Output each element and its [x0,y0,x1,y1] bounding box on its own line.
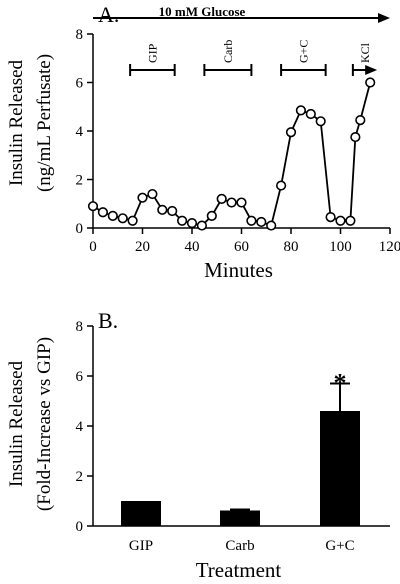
data-point [350,131,361,143]
bar-g-c [320,411,360,526]
treatment-label: G+C [296,40,310,63]
panel-label-a: A. [98,2,119,27]
data-point [226,197,237,208]
data-point [127,215,138,226]
data-point [137,192,148,203]
x-tick-label-a: 0 [89,239,97,255]
bar-gip [121,501,161,526]
data-point [157,204,168,215]
data-point [177,215,188,226]
x-axis-label-b: Treatment [196,558,282,582]
data-point [365,77,376,88]
bar-carb [220,510,260,526]
glucose-arrow-head [378,13,390,23]
data-point [256,216,267,228]
treatment-bar-kcl-arrowhead [365,65,378,75]
y-tick-label-a: 6 [76,76,84,92]
x-tick-label-a: 80 [284,239,299,255]
panel-b-bar-chart: 0 2 4 6 8 GIP Carb * G+C Treatment Insulin Release… [6,308,390,582]
y-axis-label-a: Insulin Released [6,59,27,186]
y-axis-label-b-units: (Fold-Increase vs GIP) [34,337,55,511]
x-tick-label-b: Carb [225,538,254,554]
x-tick-label-b: GIP [129,538,153,554]
x-tick-label-a: 20 [135,239,150,255]
data-point [236,197,247,208]
data-point [206,210,217,221]
data-point [295,105,307,116]
x-tick-label-a: 60 [234,239,249,255]
data-point [147,188,158,200]
x-tick-label-a: 40 [185,239,200,255]
y-tick-label-b: 2 [76,469,84,485]
y-tick-label-b: 4 [76,419,84,435]
x-tick-label-a: 100 [329,239,352,255]
y-tick-label-b: 0 [76,519,84,535]
data-point [87,201,99,212]
data-point [107,210,118,221]
data-point [196,220,207,231]
x-axis-label-a: Minutes [204,258,273,282]
data-point [355,114,366,126]
data-point [285,127,297,138]
x-tick-label-b: G+C [325,538,354,554]
panel-label-b: B. [98,308,118,333]
x-tick-label-a: 120 [379,239,400,255]
y-tick-label-a: 4 [76,124,84,140]
data-point [315,116,326,127]
y-axis-label-a-units: (ng/mL Perfusate) [34,54,55,192]
data-point [266,220,277,231]
data-point [276,180,287,191]
data-point [97,207,108,218]
y-tick-label-b: 8 [76,319,84,335]
data-point [335,215,346,226]
data-point [167,205,178,217]
y-tick-label-b: 6 [76,369,84,385]
y-tick-label-a: 8 [76,27,84,43]
data-point [345,215,356,226]
data-point [325,211,336,223]
data-point [186,218,198,229]
glucose-label: 10 mM Glucose [159,4,246,19]
y-tick-label-a: 2 [76,173,84,189]
data-point [305,108,316,120]
treatment-label: Carb [221,40,235,63]
data-point [216,193,227,204]
y-tick-label-a: 0 [76,221,84,237]
data-point [117,213,128,224]
treatment-label: GIP [145,43,159,63]
data-point [246,215,257,226]
treatment-label: KCl [358,42,372,63]
y-axis-label-b: Insulin Released [6,360,27,487]
significance-marker: * [334,369,347,398]
